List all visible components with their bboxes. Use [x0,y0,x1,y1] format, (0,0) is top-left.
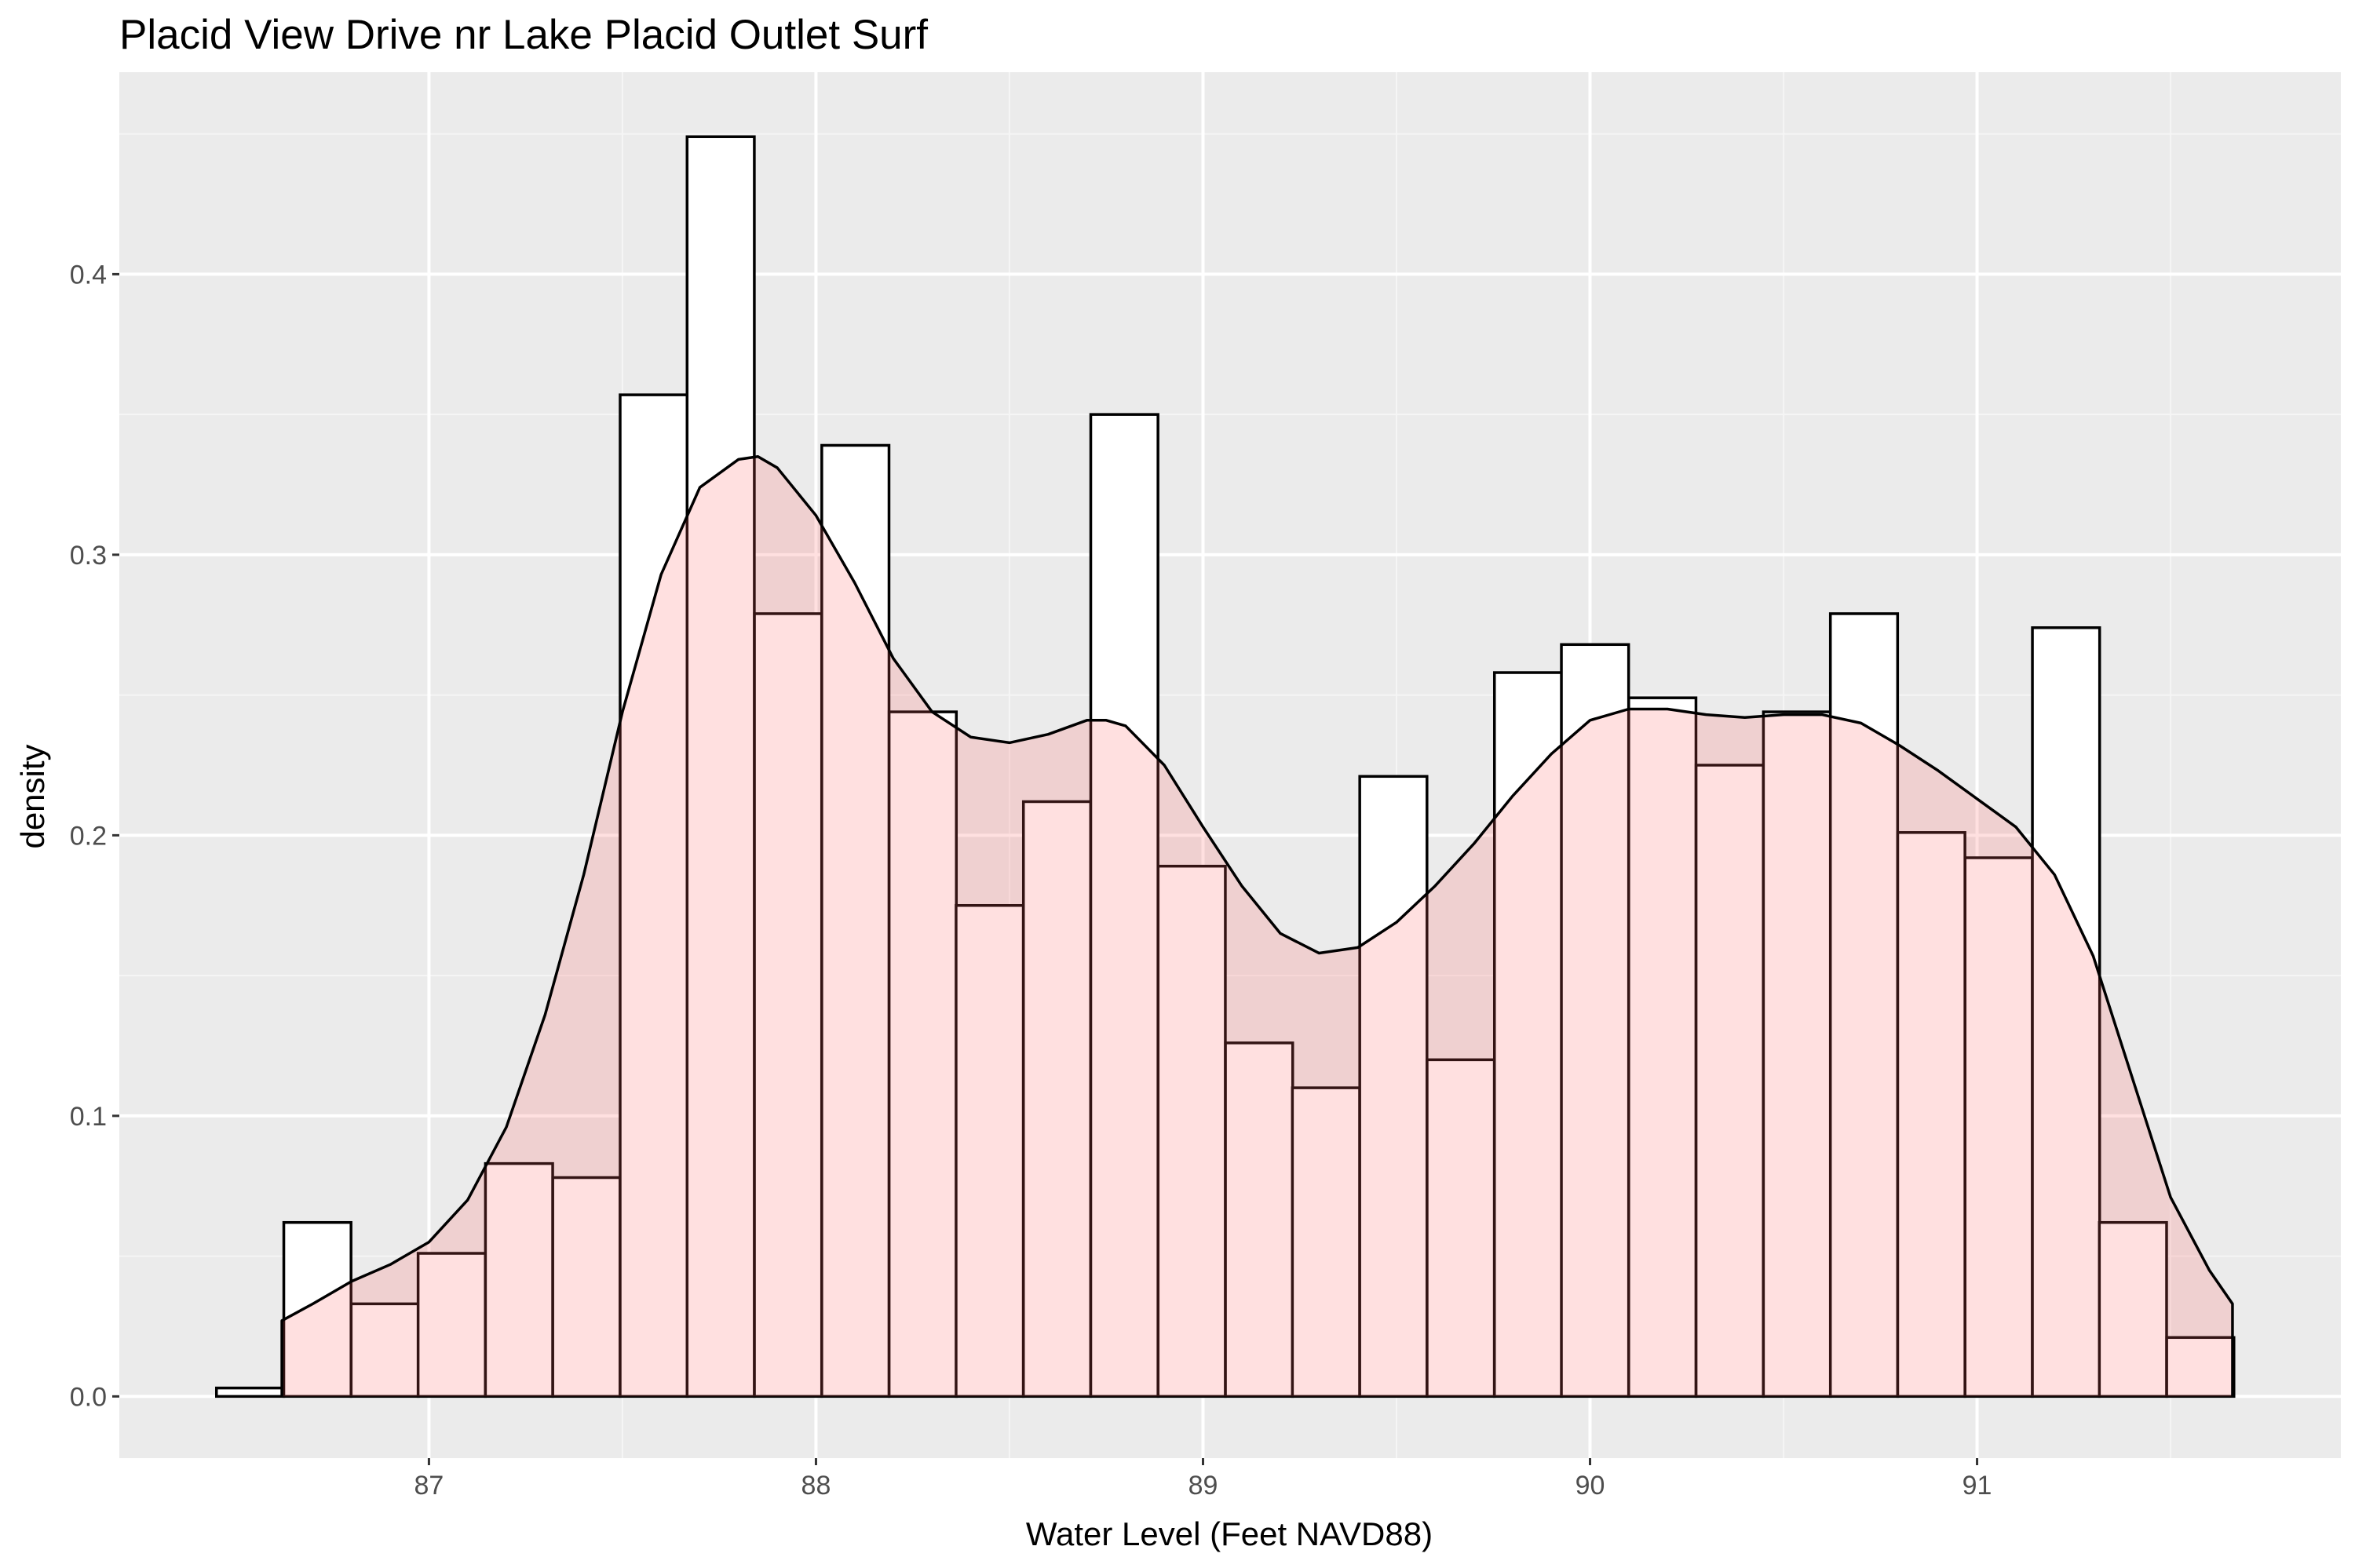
histogram-bar-26 [1963,856,2034,1398]
histogram-bar-29 [2165,1336,2236,1398]
histogram-bar-8 [753,612,823,1398]
y-tick-label: 0.1 [70,1102,107,1132]
y-tick-label: 0.2 [70,821,107,851]
x-tick-label: 87 [414,1471,444,1501]
histogram-bar-1 [282,1220,352,1398]
histogram-bar-10 [887,710,958,1398]
histogram-bar-7 [685,135,756,1398]
histogram-bar-14 [1156,864,1227,1398]
density-curve [280,455,2234,1397]
histogram-bar-17 [1358,775,1429,1398]
y-tick-label: 0.4 [70,260,107,290]
histogram-bars [215,135,2236,1398]
histogram-bar-27 [2031,626,2101,1398]
x-axis-title: Water Level (Feet NAVD88) [1026,1515,1433,1552]
x-tick-label: 91 [1962,1471,1992,1501]
histogram-bar-19 [1492,671,1564,1398]
chart-title: Placid View Drive nr Lake Placid Outlet … [119,12,928,58]
x-tick-label: 90 [1575,1471,1605,1501]
histogram-bar-13 [1089,413,1159,1398]
histogram-bar-20 [1560,643,1630,1398]
histogram-bar-3 [416,1252,487,1398]
histogram-bar-9 [820,443,891,1398]
histogram-bar-5 [551,1176,622,1398]
histogram-bar-6 [619,393,689,1398]
density-curve-layer [280,455,2234,1397]
y-axis-title: density [14,744,51,848]
histogram-bar-12 [1021,800,1093,1398]
histogram-bar-25 [1896,831,1966,1398]
histogram-bar-0 [215,1386,286,1398]
histogram-bar-16 [1291,1086,1361,1398]
y-tick-label: 0.3 [70,541,107,571]
y-tick-label: 0.0 [70,1382,107,1412]
histogram-bar-18 [1426,1058,1496,1398]
x-tick-label: 89 [1188,1471,1218,1501]
y-axis-ticks: 0.0 0.1 0.2 0.3 0.4 [70,260,119,1412]
histogram-bar-24 [1828,612,1900,1398]
histogram-bar-11 [955,903,1025,1398]
histogram-bar-21 [1627,696,1698,1398]
density-area [282,456,2233,1397]
x-axis-ticks: 87 88 89 90 91 [414,1458,1992,1501]
x-tick-label: 88 [801,1471,831,1501]
histogram-bar-4 [484,1161,554,1398]
histogram-bar-28 [2098,1220,2168,1398]
